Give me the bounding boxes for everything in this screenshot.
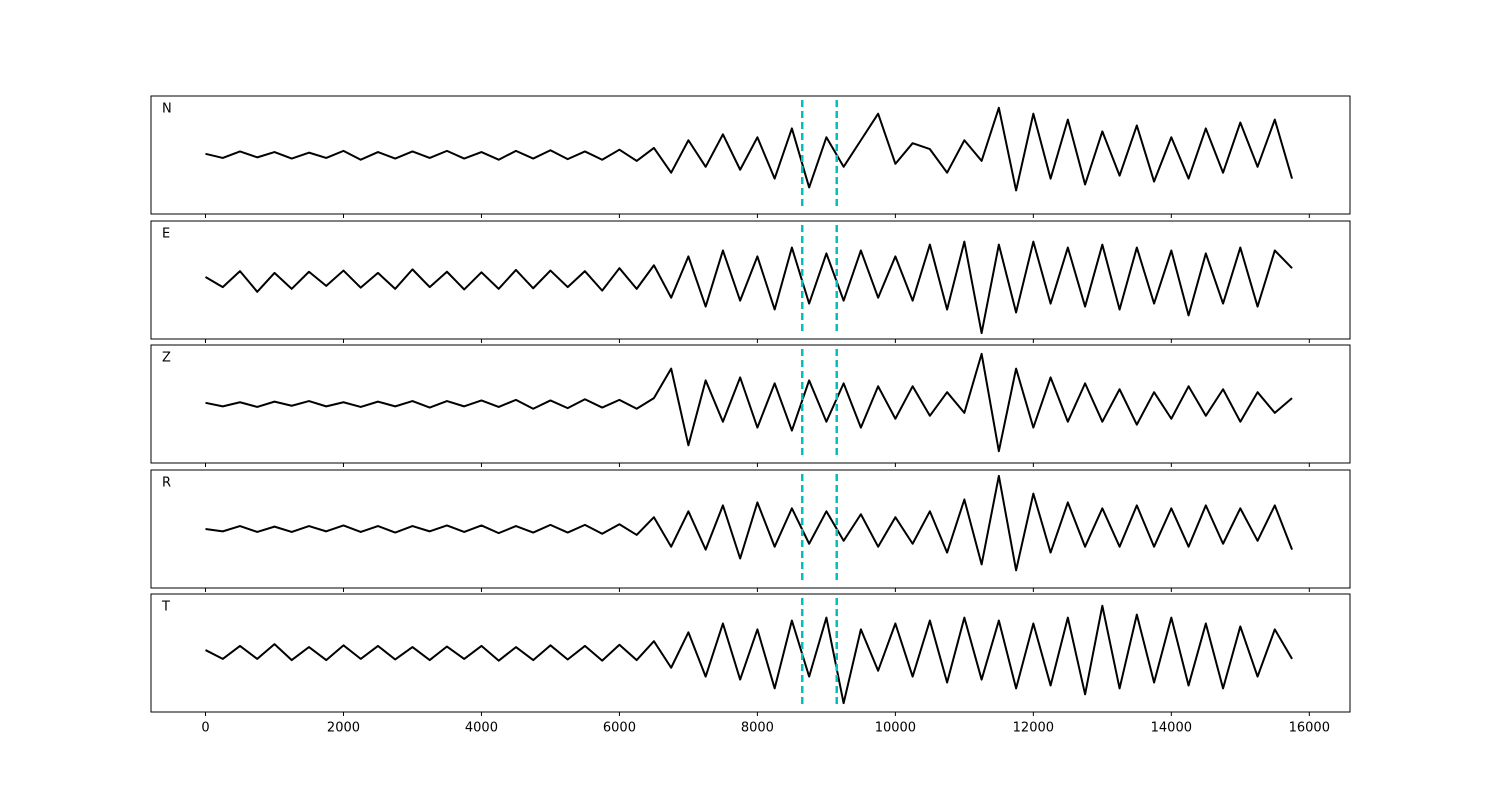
x-tick-label: 12000 [1013, 721, 1054, 736]
trace [205, 604, 1293, 705]
panel-label: R [162, 476, 171, 491]
trace [204, 240, 1293, 335]
trace [205, 106, 1294, 192]
trace [205, 352, 1293, 453]
x-tick-label: 0 [201, 721, 209, 736]
x-tick-label: 8000 [741, 721, 774, 736]
panel-frame [150, 469, 1351, 589]
panel-label: N [162, 102, 172, 117]
x-tick-label: 10000 [875, 721, 916, 736]
panel-frame [150, 593, 1351, 713]
panel-label: E [162, 227, 170, 242]
x-tick-label: 2000 [327, 721, 360, 736]
trace [205, 474, 1293, 572]
x-tick-label: 16000 [1289, 721, 1330, 736]
x-tick-label: 14000 [1151, 721, 1192, 736]
panel-label: Z [162, 351, 171, 366]
panel-label: T [161, 600, 170, 615]
x-tick-label: 4000 [465, 721, 498, 736]
panel-frame [150, 95, 1351, 215]
panel-frame [150, 344, 1351, 464]
panel-frame [150, 220, 1351, 340]
x-tick-label: 6000 [603, 721, 636, 736]
